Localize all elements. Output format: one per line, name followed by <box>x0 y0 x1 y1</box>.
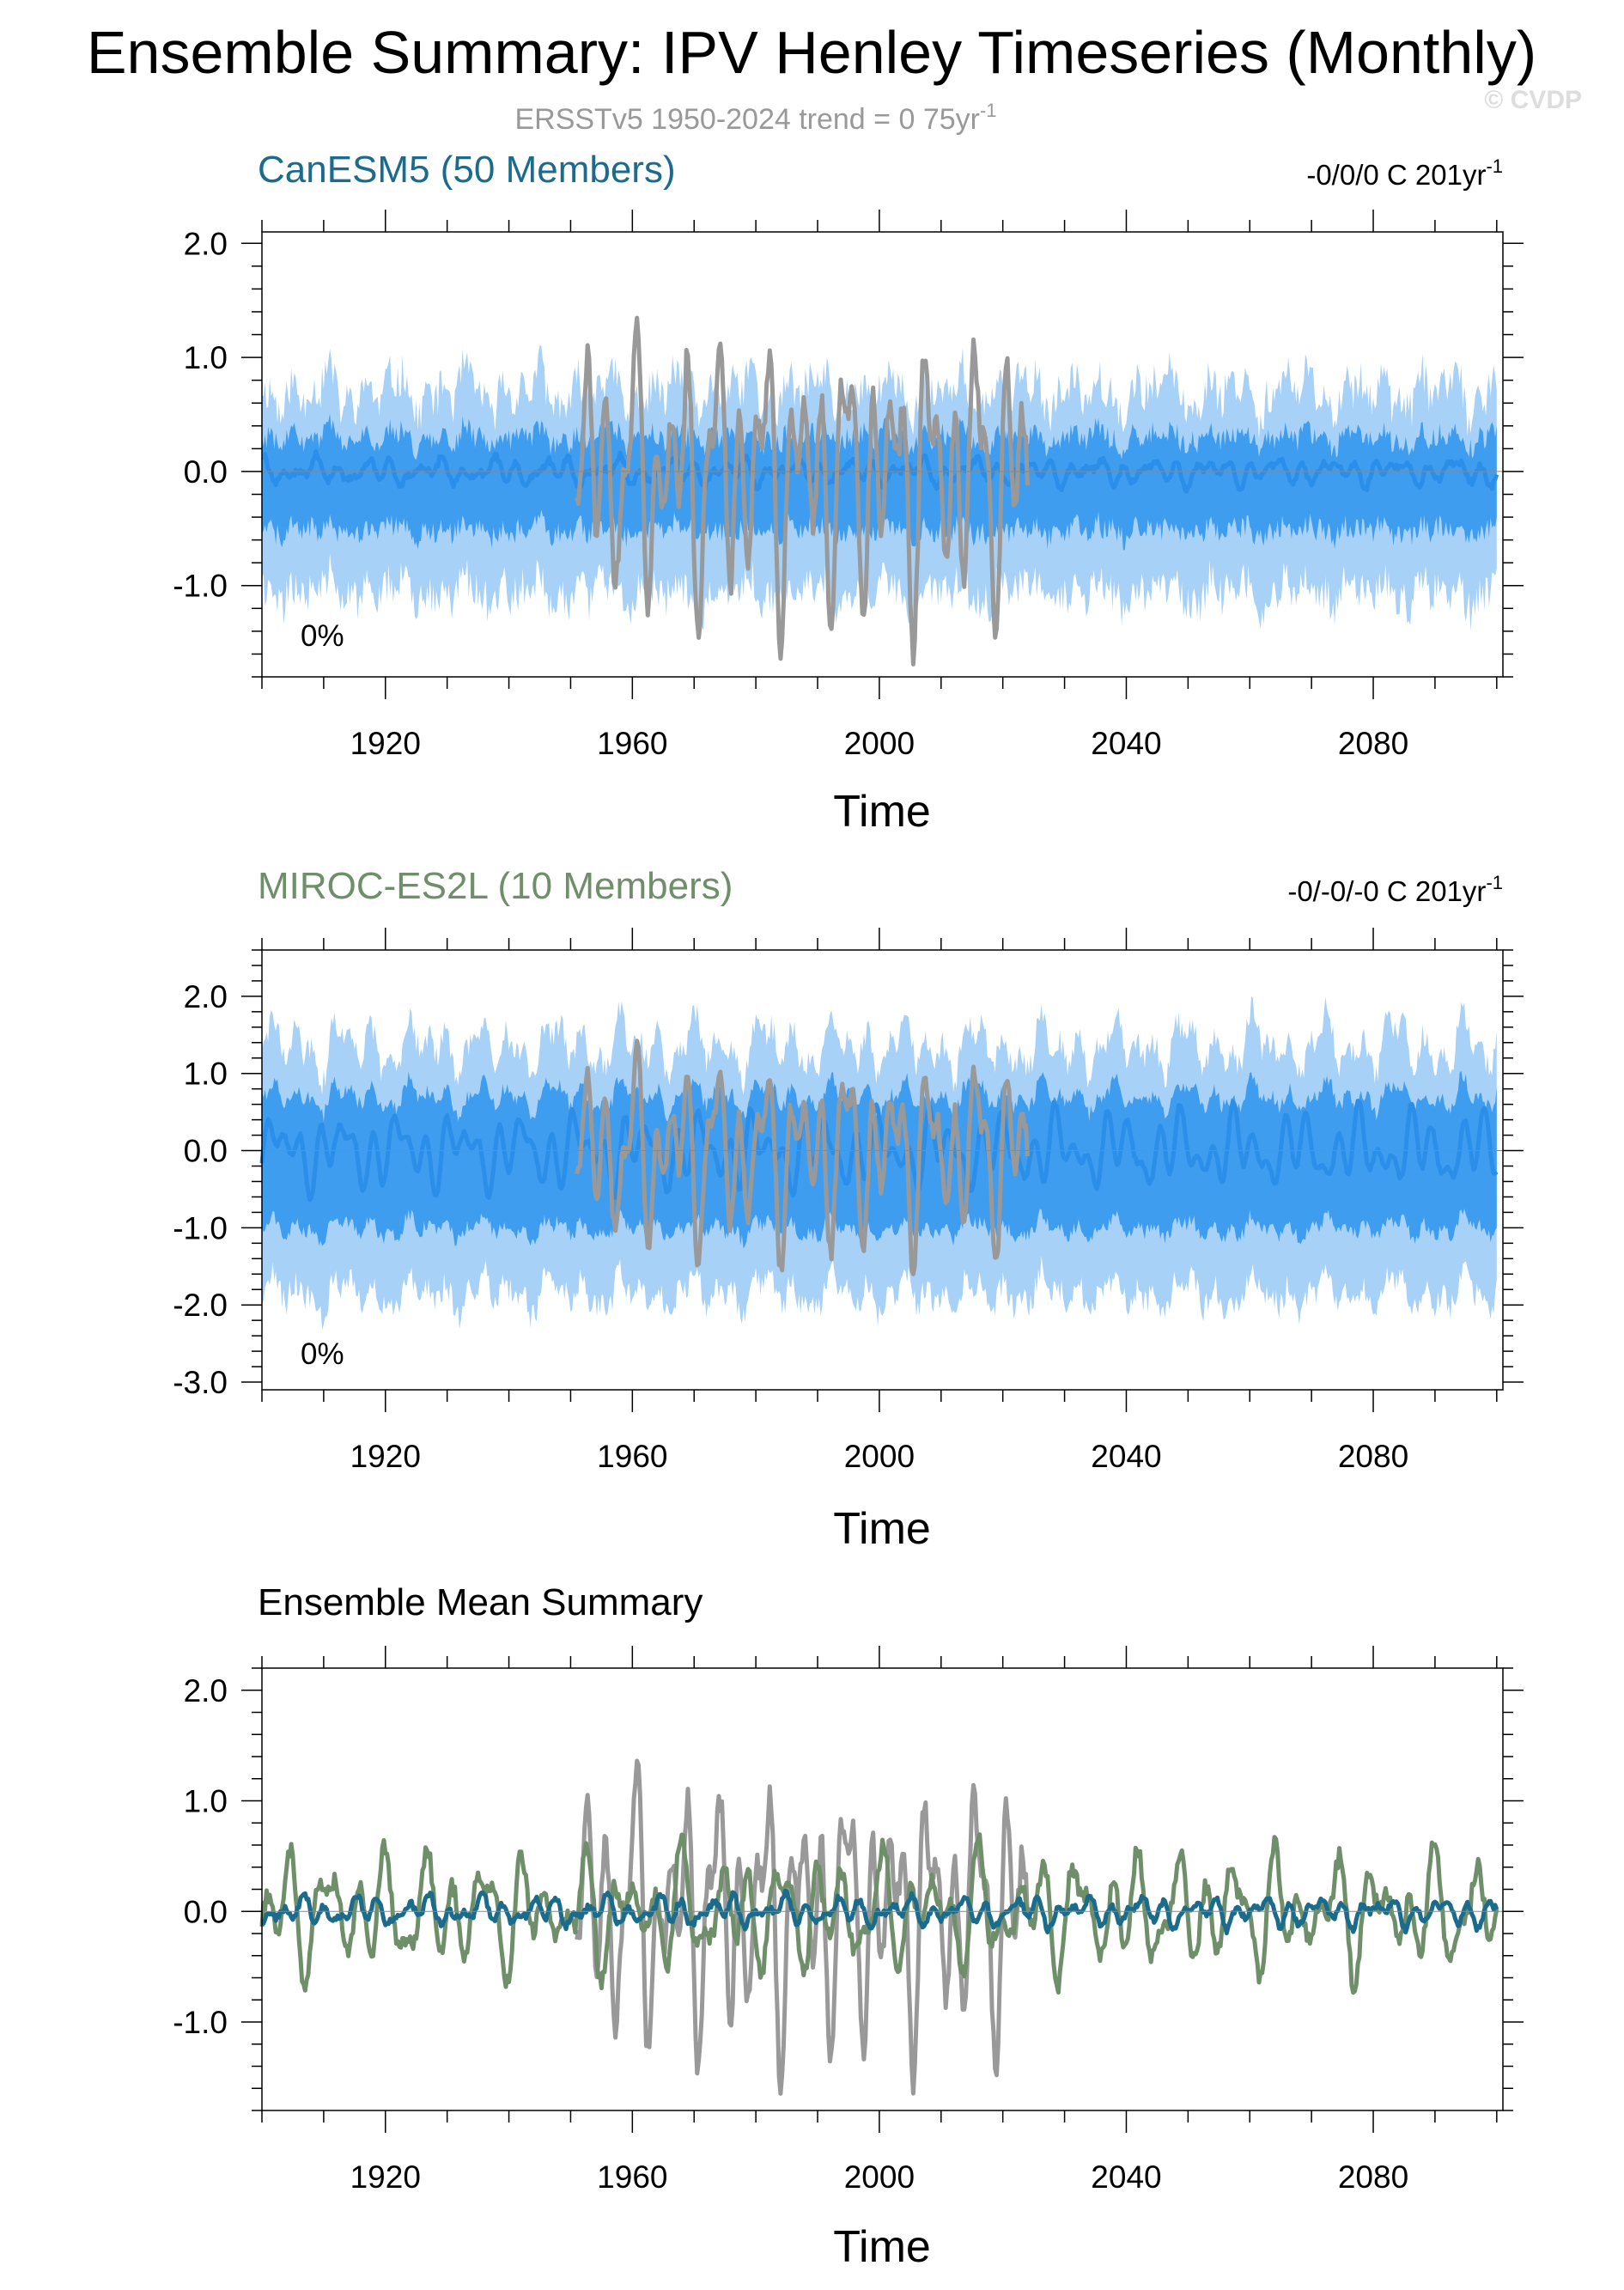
ensemble-mean-x-tick-label: 1920 <box>350 2159 421 2195</box>
ensemble-mean-panel: Ensemble Mean Summary Time 2.0 1.0 0.0 -1.0… <box>173 1581 1524 2272</box>
canesm5-y-tick-label: 1.0 <box>184 340 228 375</box>
canesm5-percent-label: 0% <box>301 619 344 653</box>
miroc-trend-label: -0/-0/-0 C 201yr-1 <box>1287 872 1503 907</box>
ensemble-mean-miroc-mean-line <box>259 1832 1499 1995</box>
figure-title: Ensemble Summary: IPV Henley Timeseries … <box>87 19 1536 86</box>
miroc-x-tick-label: 2000 <box>844 1439 915 1474</box>
ensemble-mean-x-tick-label: 2080 <box>1338 2159 1408 2195</box>
miroc-x-tick-label: 1920 <box>350 1439 421 1474</box>
miroc-x-tick-label: 2080 <box>1338 1439 1408 1474</box>
canesm5-plot-area <box>260 315 1503 667</box>
canesm5-x-axis-title: Time <box>833 787 931 837</box>
canesm5-y-tick-label: -1.0 <box>173 569 228 604</box>
canesm5-y-tick-label: 2.0 <box>184 226 228 261</box>
canesm5-x-tick-label: 2040 <box>1091 726 1161 761</box>
ensemble-mean-observations-line <box>575 1758 1030 2096</box>
miroc-plot-area <box>259 996 1503 1331</box>
miroc-y-tick-label: -2.0 <box>173 1288 228 1323</box>
ensemble-mean-canesm5-mean-line <box>261 1888 1499 1936</box>
canesm5-plot-frame <box>261 231 1504 678</box>
miroc-y-tick-label: 0.0 <box>184 1134 228 1169</box>
canesm5-panel: CanESM5 (50 Members) -0/0/0 C 201yr-1 0%… <box>173 149 1524 837</box>
miroc-panel: MIROC-ES2L (10 Members) -0/-0/-0 C 201yr… <box>173 865 1524 1554</box>
canesm5-observations-line <box>575 315 1030 667</box>
miroc-x-axis-title: Time <box>833 1504 931 1554</box>
miroc-observations-line <box>575 1038 1030 1276</box>
ensemble-mean-x-tick-label: 2040 <box>1091 2159 1161 2195</box>
ensemble-mean-y-tick-label: 0.0 <box>184 1894 228 1929</box>
miroc-percent-label: 0% <box>301 1337 344 1371</box>
canesm5-y-tick-label: 0.0 <box>184 454 228 490</box>
canesm5-trend-label: -0/0/0 C 201yr-1 <box>1306 155 1503 191</box>
canesm5-x-tick-label: 1920 <box>350 726 421 761</box>
ensemble-mean-x-tick-label: 1960 <box>597 2159 667 2195</box>
ensemble-mean-title: Ensemble Mean Summary <box>258 1581 703 1623</box>
miroc-y-tick-label: 1.0 <box>184 1057 228 1092</box>
cvdp-watermark: © CVDP <box>1484 86 1582 114</box>
canesm5-x-tick-label: 2000 <box>844 726 915 761</box>
canesm5-x-tick-label: 2080 <box>1338 726 1408 761</box>
miroc-ensemble-mean-line <box>259 1099 1499 1203</box>
ensemble-mean-y-tick-label: -1.0 <box>173 2005 228 2040</box>
ensemble-mean-y-tick-label: 1.0 <box>184 1784 228 1819</box>
figure-subtitle: ERSSTv5 1950-2024 trend = 0 75yr-1 <box>514 100 996 136</box>
ensemble-mean-x-tick-label: 2000 <box>844 2159 915 2195</box>
canesm5-title: CanESM5 (50 Members) <box>258 149 676 191</box>
miroc-y-tick-label: -3.0 <box>173 1365 228 1400</box>
canesm5-x-tick-label: 1960 <box>597 726 667 761</box>
miroc-title: MIROC-ES2L (10 Members) <box>258 865 733 907</box>
miroc-x-tick-label: 2040 <box>1091 1439 1161 1474</box>
miroc-x-tick-label: 1960 <box>597 1439 667 1474</box>
ensemble-mean-plot-area <box>259 1758 1503 2096</box>
ensemble-mean-x-axis-title: Time <box>833 2222 931 2272</box>
miroc-y-tick-label: -1.0 <box>173 1210 228 1245</box>
ensemble-mean-y-tick-label: 2.0 <box>184 1673 228 1708</box>
miroc-plot-frame <box>261 949 1504 1391</box>
miroc-y-tick-label: 2.0 <box>184 979 228 1014</box>
